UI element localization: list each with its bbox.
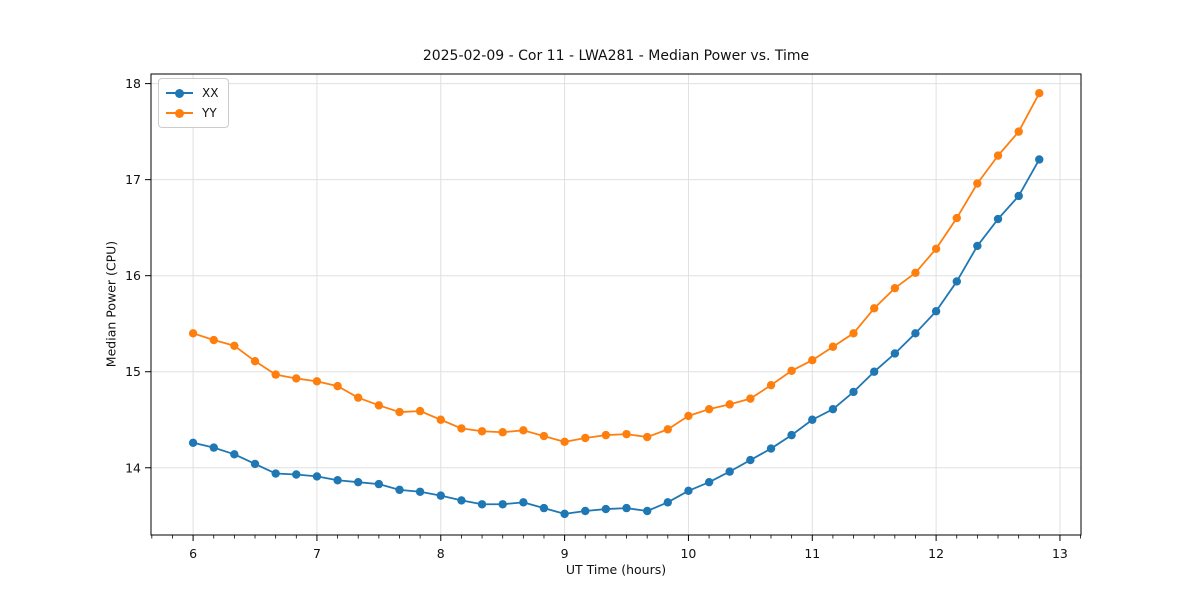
svg-text:16: 16 [125, 268, 141, 283]
svg-text:12: 12 [928, 546, 944, 561]
legend-label-yy: YY [202, 106, 217, 120]
x-axis-label: UT Time (hours) [565, 562, 667, 577]
svg-text:18: 18 [125, 76, 141, 91]
legend-entry-yy: YY [166, 103, 218, 123]
legend: XX YY [158, 78, 230, 128]
svg-text:17: 17 [125, 172, 141, 187]
svg-text:14: 14 [125, 460, 141, 475]
svg-text:10: 10 [680, 546, 696, 561]
svg-text:6: 6 [189, 546, 197, 561]
legend-label-xx: XX [202, 86, 219, 100]
svg-text:13: 13 [1052, 546, 1068, 561]
legend-entry-xx: XX [166, 83, 218, 103]
svg-text:11: 11 [804, 546, 820, 561]
svg-text:8: 8 [437, 546, 445, 561]
yy-series-sample-icon [166, 108, 193, 119]
chart-title: 2025-02-09 - Cor 11 - LWA281 - Median Po… [422, 48, 810, 64]
svg-text:7: 7 [313, 546, 321, 561]
xx-series-sample-icon [166, 88, 193, 99]
svg-text:15: 15 [125, 364, 141, 379]
y-axis-label: Median Power (CPU) [103, 240, 119, 368]
svg-text:9: 9 [561, 546, 569, 561]
